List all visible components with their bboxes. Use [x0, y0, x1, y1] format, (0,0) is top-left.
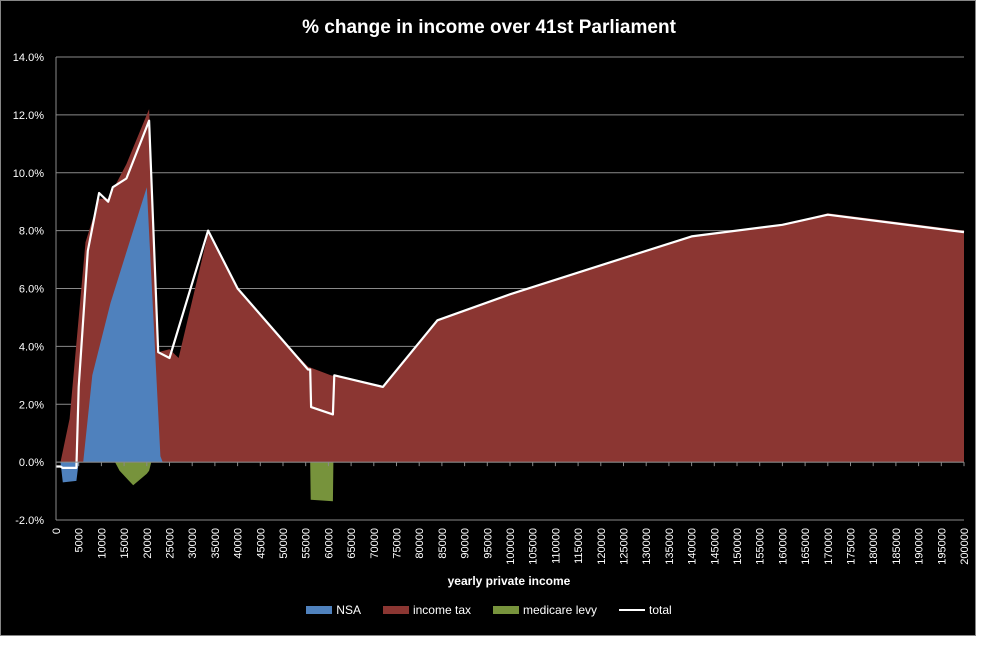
- x-tick-label: 80000: [414, 528, 426, 559]
- legend-label: medicare levy: [523, 603, 598, 617]
- x-tick-label: 180000: [868, 528, 880, 565]
- chart-plot: % change in income over 41st Parliament …: [13, 17, 971, 588]
- x-tick-label: 70000: [369, 528, 381, 559]
- x-tick-label: 150000: [732, 528, 744, 565]
- x-tick-label: 35000: [210, 528, 222, 559]
- x-tick-label: 55000: [301, 528, 313, 559]
- x-tick-label: 190000: [914, 528, 926, 565]
- x-tick-label: 175000: [846, 528, 858, 565]
- x-tick-label: 200000: [959, 528, 971, 565]
- series-line-total: [56, 119, 965, 469]
- x-tick-label: 135000: [664, 528, 676, 565]
- legend-swatch: [493, 606, 519, 614]
- legend-item-total: total: [619, 603, 672, 617]
- y-tick-label: 6.0%: [19, 284, 44, 296]
- legend-item-NSA: NSA: [306, 603, 361, 617]
- x-tick-label: 40000: [233, 528, 245, 559]
- chart-title: % change in income over 41st Parliament: [302, 17, 676, 38]
- x-tick-label: 25000: [165, 528, 177, 559]
- x-tick-label: 145000: [709, 528, 721, 565]
- x-tick-label: 65000: [346, 528, 358, 559]
- y-tick-label: -2.0%: [15, 515, 44, 527]
- x-tick-label: 100000: [505, 528, 517, 565]
- x-tick-label: 20000: [142, 528, 154, 559]
- x-tick-label: 125000: [619, 528, 631, 565]
- x-tick-label: 140000: [687, 528, 699, 565]
- chart-legend: NSA income tax medicare levy total: [1, 603, 977, 617]
- x-tick-label: 15000: [119, 528, 131, 559]
- legend-item-medicare-levy: medicare levy: [493, 603, 597, 617]
- x-tick-label: 5000: [74, 528, 86, 552]
- x-tick-label: 60000: [323, 528, 335, 559]
- x-tick-label: 160000: [777, 528, 789, 565]
- x-tick-label: 155000: [755, 528, 767, 565]
- legend-swatch: [382, 606, 409, 614]
- legend-label: income tax: [412, 603, 471, 617]
- x-tick-label: 195000: [936, 528, 948, 565]
- x-tick-label: 30000: [187, 528, 199, 559]
- x-tick-label: 45000: [255, 528, 267, 559]
- x-tick-label: 105000: [528, 528, 540, 565]
- x-tick-label: 170000: [823, 528, 835, 565]
- y-tick-label: 8.0%: [19, 226, 44, 238]
- legend-label: total: [649, 603, 672, 617]
- legend-item-income-tax: income tax: [382, 603, 471, 617]
- y-tick-label: 4.0%: [19, 341, 44, 353]
- x-tick-label: 130000: [641, 528, 653, 565]
- legend-label: NSA: [336, 603, 361, 617]
- x-tick-label: 110000: [550, 528, 562, 564]
- series-area-medicare-levy: [115, 462, 334, 502]
- x-tick-label: 115000: [573, 528, 585, 564]
- series-area-income-tax: [56, 109, 964, 463]
- x-tick-label: 185000: [891, 528, 903, 565]
- series-area-NSA: [56, 187, 964, 483]
- x-tick-label: 50000: [278, 528, 290, 559]
- y-tick-label: 2.0%: [19, 399, 44, 411]
- legend-swatch: [306, 606, 333, 614]
- x-tick-label: 75000: [392, 528, 404, 559]
- y-tick-label: 14.0%: [13, 52, 44, 64]
- y-tick-label: 10.0%: [13, 168, 44, 180]
- x-tick-label: 90000: [460, 528, 472, 559]
- x-tick-label: 0: [51, 528, 63, 534]
- x-tick-label: 120000: [596, 528, 608, 565]
- legend-swatch: [619, 609, 646, 611]
- y-tick-label: 0.0%: [19, 457, 44, 469]
- y-tick-label: 12.0%: [13, 110, 44, 122]
- x-axis-label: yearly private income: [448, 574, 571, 588]
- x-tick-label: 95000: [482, 528, 494, 559]
- x-tick-label: 10000: [96, 528, 108, 559]
- x-tick-label: 165000: [800, 528, 812, 565]
- x-tick-label: 85000: [437, 528, 449, 559]
- chart-frame: % change in income over 41st Parliament …: [0, 0, 976, 636]
